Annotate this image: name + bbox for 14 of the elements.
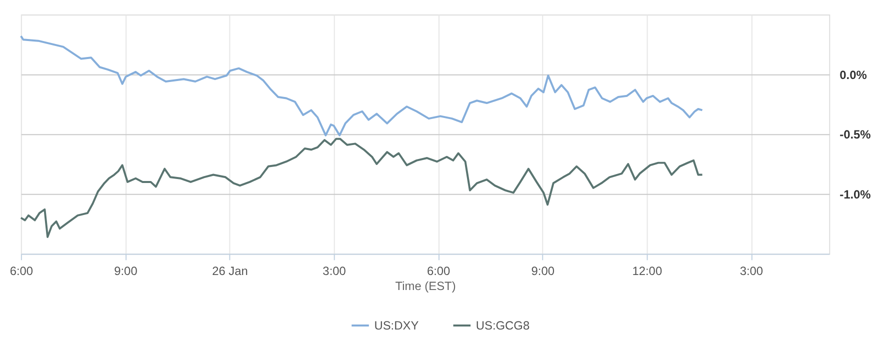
x-tick-label: 3:00 xyxy=(322,264,346,278)
x-axis-title: Time (EST) xyxy=(395,279,456,294)
x-tick-label: 9:00 xyxy=(531,264,555,278)
x-tick-label: 6:00 xyxy=(426,264,451,278)
x-tick-label: 12:00 xyxy=(632,264,662,278)
x-tick-label: 9:00 xyxy=(114,264,138,278)
y-tick-label: -0.5% xyxy=(840,128,872,142)
x-tick-label: 26 Jan xyxy=(212,264,248,278)
y-tick-label: 0.0% xyxy=(840,68,868,82)
legend-label: US:DXY xyxy=(374,318,419,332)
x-tick-label: 3:00 xyxy=(740,264,764,278)
legend-label: US:GCG8 xyxy=(476,318,530,332)
x-tick-label: 6:00 xyxy=(10,264,34,278)
y-tick-label: -1.0% xyxy=(840,187,872,202)
